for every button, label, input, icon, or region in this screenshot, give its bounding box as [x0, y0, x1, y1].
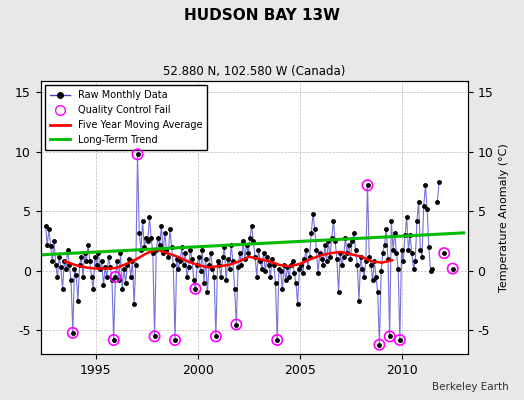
Point: [212, 333, 220, 340]
Point: [375, 342, 384, 348]
Title: 52.880 N, 102.580 W (Canada): 52.880 N, 102.580 W (Canada): [163, 65, 345, 78]
Point: [110, 337, 118, 343]
Point: [440, 250, 449, 256]
Point: [396, 337, 404, 343]
Point: [69, 330, 77, 336]
Text: HUDSON BAY 13W: HUDSON BAY 13W: [184, 8, 340, 23]
Legend: Raw Monthly Data, Quality Control Fail, Five Year Moving Average, Long-Term Tren: Raw Monthly Data, Quality Control Fail, …: [46, 86, 207, 150]
Point: [133, 151, 141, 158]
Point: [111, 274, 119, 280]
Point: [171, 337, 179, 343]
Y-axis label: Temperature Anomaly (°C): Temperature Anomaly (°C): [499, 143, 509, 292]
Point: [232, 321, 241, 328]
Point: [191, 286, 200, 292]
Point: [273, 337, 281, 343]
Point: [386, 333, 394, 340]
Point: [363, 182, 372, 188]
Text: Berkeley Earth: Berkeley Earth: [432, 382, 508, 392]
Point: [449, 265, 457, 272]
Point: [150, 333, 159, 340]
